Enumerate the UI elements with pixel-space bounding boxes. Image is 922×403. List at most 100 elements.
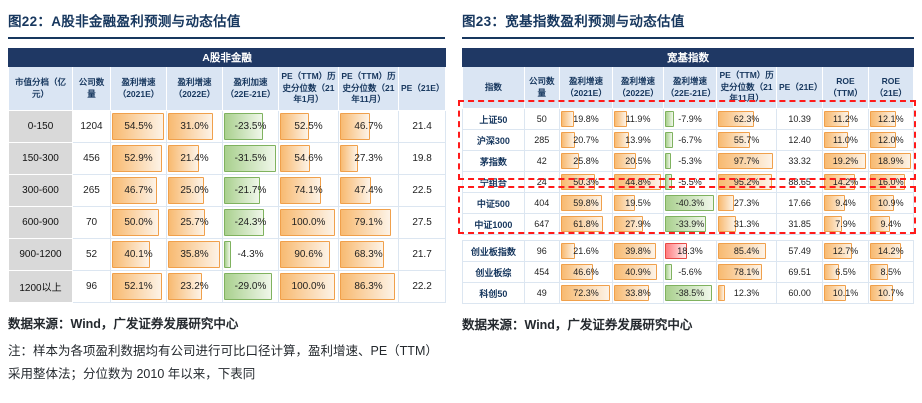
data-cell: 11.9% xyxy=(612,108,664,130)
data-cell: -40.3% xyxy=(662,192,718,214)
data-cell: 70 xyxy=(72,206,111,239)
data-cell: -38.5% xyxy=(662,282,718,304)
cell-value: 78.1% xyxy=(733,267,760,277)
data-bar xyxy=(664,243,688,259)
column-header: 盈利增速（2021E） xyxy=(558,66,614,109)
data-cell: -23.5% xyxy=(222,110,279,143)
figure-22-source: 数据来源：Wind，广发证券发展研究中心 xyxy=(8,317,239,331)
data-cell: 44.8% xyxy=(612,171,664,193)
data-bar xyxy=(560,195,602,211)
cell-value: 8.5% xyxy=(880,267,902,277)
data-bar xyxy=(280,273,336,300)
data-cell: 60.00 xyxy=(775,282,824,304)
data-cell: 25.0% xyxy=(166,174,223,207)
data-bar xyxy=(664,111,675,127)
data-cell: -7.9% xyxy=(662,108,718,130)
data-cell: -31.5% xyxy=(222,142,279,175)
cell-value: 9.4% xyxy=(835,198,856,208)
table-row: 科创50 49 72.3% 33.8% -38.5% 12.3% 60.00 10.1% 10.… xyxy=(462,282,915,304)
data-cell: 21.6% xyxy=(558,240,614,262)
cell-value: 27.9% xyxy=(625,219,651,229)
data-bar xyxy=(112,113,164,140)
column-header: 盈利加速（22E-21E） xyxy=(222,66,279,111)
cell-value: 100.0% xyxy=(291,281,326,292)
cell-value: 79.1% xyxy=(354,217,383,228)
row-label: 中证1000 xyxy=(462,213,525,235)
table-row: 创业板指数 96 21.6% 39.8% 18.3% 85.4% 57.49 12.7% 14.… xyxy=(462,240,915,262)
data-cell: -29.0% xyxy=(222,270,279,303)
data-cell: 50 xyxy=(523,108,560,130)
cell-value: 27.3% xyxy=(733,198,760,208)
data-bar xyxy=(560,264,593,280)
data-cell: 12.1% xyxy=(867,108,915,130)
data-cell: 24 xyxy=(523,171,560,193)
data-cell: -5.5% xyxy=(662,171,718,193)
data-bar xyxy=(664,174,672,190)
cell-value: -5.6% xyxy=(678,267,702,277)
column-header: 公司数量 xyxy=(72,66,111,111)
data-cell: 14.2% xyxy=(822,171,869,193)
data-bar xyxy=(168,273,202,300)
data-cell: 10.39 xyxy=(775,108,824,130)
data-bar xyxy=(112,177,157,204)
data-cell: 46.7% xyxy=(338,110,399,143)
cell-value: 52.9% xyxy=(124,153,153,164)
data-bar xyxy=(824,132,849,148)
figure-22-title: 图22：A股非金融盈利预测与动态估值 xyxy=(8,10,445,39)
cell-value: 85.4% xyxy=(733,246,760,256)
data-bar xyxy=(824,285,847,301)
data-bar xyxy=(224,145,276,172)
column-header: PE（TTM）历史分位数（21年1月） xyxy=(278,66,339,111)
row-label: 上证50 xyxy=(462,108,525,130)
data-cell: 61.8% xyxy=(558,213,614,235)
cell-value: 23.2% xyxy=(180,281,209,292)
cell-value: 18.9% xyxy=(878,156,904,166)
data-cell: 74.1% xyxy=(278,174,339,207)
cell-value: 19.5% xyxy=(625,198,651,208)
column-header: 市值分档（亿元） xyxy=(8,66,73,111)
data-bar xyxy=(824,216,842,232)
data-bar xyxy=(824,111,849,127)
data-bar xyxy=(869,111,897,127)
data-bar xyxy=(664,216,707,232)
data-cell: 285 xyxy=(523,129,560,151)
data-cell: 21.4% xyxy=(166,142,223,175)
data-bar xyxy=(168,113,213,140)
data-cell: 54.5% xyxy=(110,110,167,143)
row-label: 创业板指数 xyxy=(462,240,525,262)
data-bar xyxy=(718,216,736,232)
table-row: 茅指数 42 25.8% 20.5% -5.3% 97.7% 33.32 19.2% 18.9% xyxy=(462,150,915,172)
data-bar xyxy=(718,111,754,127)
column-header: 盈利增速（2022E） xyxy=(166,66,223,111)
data-cell: 18.9% xyxy=(867,150,915,172)
data-cell: 42 xyxy=(523,150,560,172)
data-cell: 52.1% xyxy=(110,270,167,303)
table-title: A股非金融 xyxy=(7,48,447,67)
data-cell: 33.8% xyxy=(612,282,664,304)
cell-value: -6.7% xyxy=(678,135,702,145)
table-row: 中证1000 647 61.8% 27.9% -33.9% 31.3% 31.85 7.9% 9… xyxy=(462,213,915,235)
data-cell: 78.1% xyxy=(716,261,777,283)
data-bar xyxy=(614,111,627,127)
data-cell: 647 xyxy=(523,213,560,235)
figure-22-panel: 图22：A股非金融盈利预测与动态估值 A股非金融 市值分档（亿元） 公司数量 盈利增速… xyxy=(7,10,447,385)
data-bar xyxy=(718,132,750,148)
data-cell: 95.2% xyxy=(716,171,777,193)
data-bar xyxy=(614,285,650,301)
data-cell: 6.5% xyxy=(822,261,869,283)
data-cell: 11.2% xyxy=(822,108,869,130)
data-cell: 20.5% xyxy=(612,150,664,172)
cell-value: -21.7% xyxy=(234,185,267,196)
data-cell: -24.3% xyxy=(222,206,279,239)
data-cell: 19.8% xyxy=(558,108,614,130)
cell-value: 12.1% xyxy=(878,114,904,124)
data-cell: 8.5% xyxy=(867,261,915,283)
data-bar xyxy=(280,113,309,140)
data-bar xyxy=(560,111,575,127)
figure-22-note: 注：样本为各项盈利数据均有公司进行可比口径计算，盈利增速、PE（TTM）采用整体… xyxy=(8,344,438,381)
data-cell: 9.4% xyxy=(867,213,915,235)
cell-value: 18.3% xyxy=(677,246,703,256)
cell-value: 33.8% xyxy=(625,288,651,298)
data-cell: 456 xyxy=(72,142,111,175)
